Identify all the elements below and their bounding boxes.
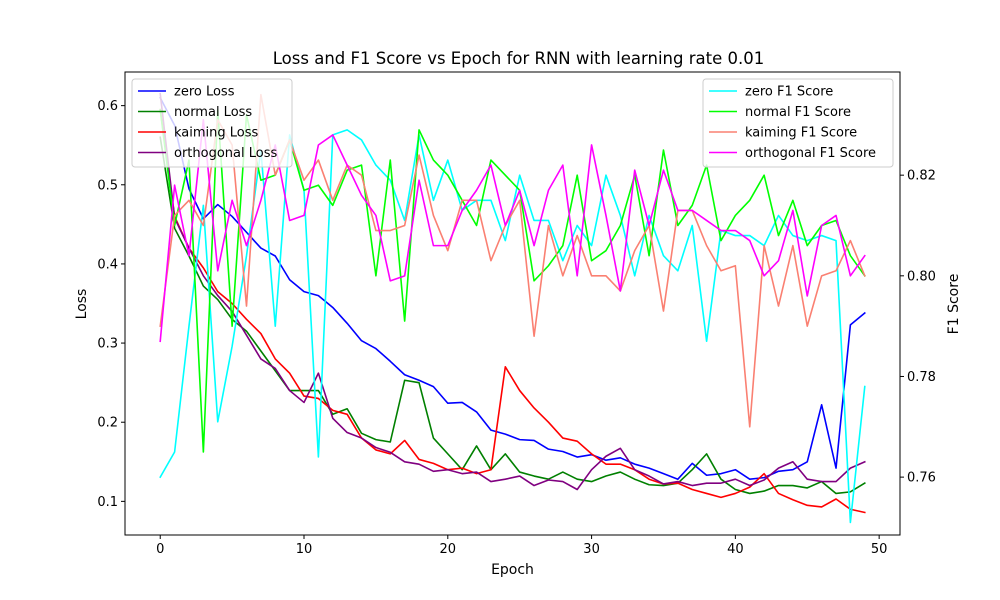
x-axis: 0 10 20 30 40 50 — [156, 535, 887, 557]
x-tick-label: 30 — [583, 542, 600, 557]
legend-box — [702, 78, 894, 168]
y-right-tick-label: 0.82 — [907, 169, 936, 184]
x-tick-label: 50 — [871, 542, 888, 557]
legend-label: orthogonal F1 Score — [745, 146, 876, 161]
legend-label: kaiming Loss — [174, 126, 259, 141]
legend-label: zero F1 Score — [745, 85, 833, 100]
legend-label: orthogonal Loss — [174, 146, 277, 161]
legend-loss: zero Loss normal Loss kaiming Loss orthogon… — [131, 78, 293, 168]
x-axis-label: Epoch — [491, 562, 534, 578]
plot-frame — [124, 71, 901, 536]
legend-box — [131, 78, 293, 168]
y-axis-label-left: Loss — [74, 289, 90, 320]
chart-title: Loss and F1 Score vs Epoch for RNN with … — [273, 49, 764, 68]
x-tick-label: 0 — [156, 542, 164, 557]
legend-label: normal F1 Score — [745, 105, 851, 120]
x-tick-label: 20 — [440, 542, 457, 557]
series-line-zero-loss — [159, 96, 866, 481]
legend-label: kaiming F1 Score — [745, 126, 857, 141]
legend-label: normal Loss — [174, 105, 252, 120]
series-line-normal-loss — [159, 136, 866, 495]
x-tick-label: 10 — [296, 542, 313, 557]
legend-label: zero Loss — [174, 85, 235, 100]
y-axis-label-right: F1 Score — [946, 274, 962, 335]
y-right-tick-label: 0.76 — [907, 471, 936, 486]
y-tick-label: 0.2 — [97, 416, 118, 431]
y-axis-right: 0.76 0.78 0.80 0.82 — [900, 169, 936, 486]
series-line-kaiming-loss — [159, 108, 866, 514]
loss-lines-layer — [159, 92, 866, 514]
series-line-orthogonal-loss — [159, 92, 866, 491]
y-right-tick-label: 0.80 — [907, 269, 936, 284]
y-tick-label: 0.5 — [97, 178, 118, 193]
x-tick-label: 40 — [727, 542, 744, 557]
y-tick-label: 0.4 — [97, 257, 118, 272]
y-right-tick-label: 0.78 — [907, 370, 936, 385]
y-tick-label: 0.3 — [97, 337, 118, 352]
series-line-kaiming-f1-score — [159, 93, 866, 428]
y-axis-left: 0.1 0.2 0.3 0.4 0.5 0.6 — [97, 99, 125, 510]
legend-f1: zero F1 Score normal F1 Score kaiming F1 S… — [702, 78, 894, 168]
y-tick-label: 0.6 — [97, 99, 118, 114]
y-tick-label: 0.1 — [97, 495, 118, 510]
